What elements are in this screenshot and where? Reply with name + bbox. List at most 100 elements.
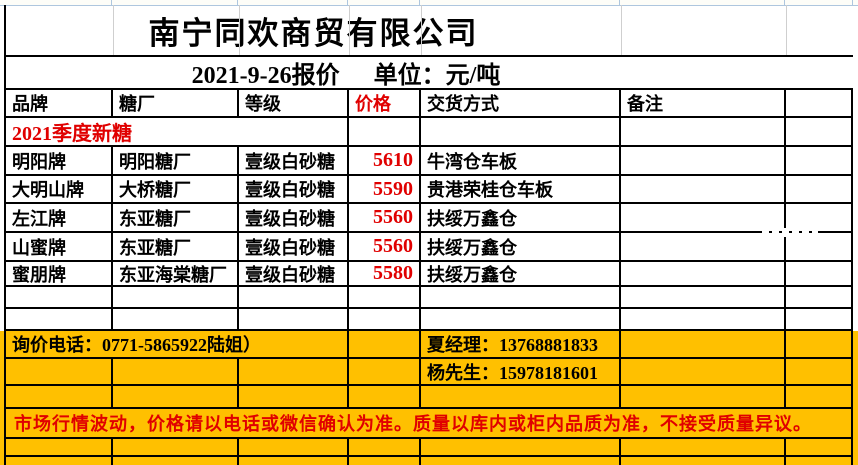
col-header-remark: 备注 (621, 90, 786, 116)
gridline-tick (347, 0, 348, 5)
empty-cell (786, 309, 853, 329)
faint-gridline (113, 5, 114, 55)
price-cell: 5560 (349, 204, 421, 231)
empty-cell (786, 147, 853, 174)
empty-cell (239, 457, 349, 465)
empty-cell (6, 359, 113, 384)
empty-row (6, 439, 853, 457)
col-header-grade: 等级 (239, 90, 349, 116)
empty-cell (786, 90, 853, 116)
delivery-cell: 贵港荣桂仓车板 (421, 176, 621, 202)
empty-cell (239, 439, 349, 455)
table-row: 大明山牌 大桥糖厂 壹级白砂糖 5590 贵港荣桂仓车板 (6, 176, 853, 204)
remark-cell (621, 147, 786, 174)
factory-cell: 东亚糖厂 (113, 204, 239, 231)
col-header-brand: 品牌 (6, 90, 113, 116)
remark-cell (621, 262, 786, 285)
factory-cell: 东亚糖厂 (113, 233, 239, 260)
company-title: 南宁同欢商贸有限公司 (148, 15, 479, 51)
remark-cell (621, 233, 786, 260)
empty-cell (239, 287, 349, 307)
empty-cell (349, 309, 421, 329)
orange-section-background (0, 331, 858, 465)
empty-cell (6, 439, 113, 455)
empty-cell (786, 204, 853, 231)
manager1-phone: 夏经理：13768881833 (421, 331, 621, 357)
col-header-price: 价格 (349, 90, 421, 116)
empty-cell (239, 359, 349, 384)
gridline-tick (237, 0, 238, 5)
gridline-tick (419, 0, 420, 5)
remark-cell (621, 176, 786, 202)
table-row: 左江牌 东亚糖厂 壹级白砂糖 5560 扶绥万鑫仓 (6, 204, 853, 233)
empty-cell (786, 233, 853, 260)
empty-cell (113, 359, 239, 384)
excel-gridline-strip (0, 0, 858, 6)
empty-cell (786, 359, 853, 384)
white-smudge-mark (762, 228, 818, 237)
grade-cell: 壹级白砂糖 (239, 204, 349, 231)
table-row: 蜜朋牌 东亚海棠糖厂 壹级白砂糖 5580 扶绥万鑫仓 (6, 262, 853, 287)
empty-cell (421, 457, 621, 465)
empty-cell (113, 457, 239, 465)
gridline-tick (111, 0, 112, 5)
season-label: 2021季度新糖 (6, 118, 349, 145)
faint-gridline (786, 5, 787, 55)
empty-cell (786, 386, 853, 407)
table-row: 明阳牌 明阳糖厂 壹级白砂糖 5610 牛湾仓车板 (6, 147, 853, 176)
contact-row: 杨先生：15978181601 (6, 359, 853, 386)
price-cell: 5590 (349, 176, 421, 202)
empty-cell (621, 287, 786, 307)
empty-row (6, 386, 853, 409)
empty-cell (239, 386, 349, 407)
empty-cell (349, 386, 421, 407)
empty-cell (6, 287, 113, 307)
empty-cell (421, 439, 621, 455)
empty-cell (421, 309, 621, 329)
disclaimer-text: 市场行情波动，价格请以电话或微信确认为准。质量以库内或柜内品质为准，不接受质量异… (6, 409, 853, 437)
empty-cell (421, 118, 621, 145)
disclaimer-row: 市场行情波动，价格请以电话或微信确认为准。质量以库内或柜内品质为准，不接受质量异… (6, 409, 853, 439)
empty-cell (349, 331, 421, 357)
brand-cell: 蜜朋牌 (6, 262, 113, 285)
empty-cell (786, 262, 853, 285)
faint-gridline (421, 5, 422, 55)
unit-label: 单位：元/吨 (373, 63, 501, 89)
price-cell: 5580 (349, 262, 421, 285)
empty-cell (786, 287, 853, 307)
empty-cell (349, 359, 421, 384)
empty-cell (786, 439, 853, 455)
col-header-factory: 糖厂 (113, 90, 239, 116)
empty-cell (6, 309, 113, 329)
empty-cell (421, 287, 621, 307)
faint-gridline (621, 5, 622, 55)
empty-cell (6, 457, 113, 465)
faint-gridline (349, 5, 350, 55)
brand-cell: 山蜜牌 (6, 233, 113, 260)
col-header-delivery: 交货方式 (421, 90, 621, 116)
delivery-cell: 扶绥万鑫仓 (421, 233, 621, 260)
empty-cell (621, 386, 786, 407)
empty-cell (621, 457, 786, 465)
quote-date: 2021-9-26报价 (191, 63, 340, 89)
empty-cell (621, 309, 786, 329)
factory-cell: 明阳糖厂 (113, 147, 239, 174)
gridline-tick (784, 0, 785, 5)
empty-row-clipped (6, 457, 853, 465)
empty-cell (621, 439, 786, 455)
factory-cell: 东亚海棠糖厂 (113, 262, 239, 285)
empty-cell (113, 309, 239, 329)
contact-row: 询价电话：0771-5865922陆姐） 夏经理：13768881833 (6, 331, 853, 359)
empty-cell (113, 287, 239, 307)
empty-cell (349, 287, 421, 307)
faint-gridline (239, 5, 240, 55)
empty-cell (349, 457, 421, 465)
empty-cell (349, 118, 421, 145)
factory-cell: 大桥糖厂 (113, 176, 239, 202)
quote-table: 南宁同欢商贸有限公司 2021-9-26报价 单位：元/吨 品牌 糖厂 等级 价格… (4, 5, 853, 465)
empty-cell (621, 118, 786, 145)
delivery-cell: 牛湾仓车板 (421, 147, 621, 174)
title-row: 南宁同欢商贸有限公司 (6, 5, 853, 57)
table-row: 山蜜牌 东亚糖厂 壹级白砂糖 5560 扶绥万鑫仓 (6, 233, 853, 262)
delivery-cell: 扶绥万鑫仓 (421, 262, 621, 285)
